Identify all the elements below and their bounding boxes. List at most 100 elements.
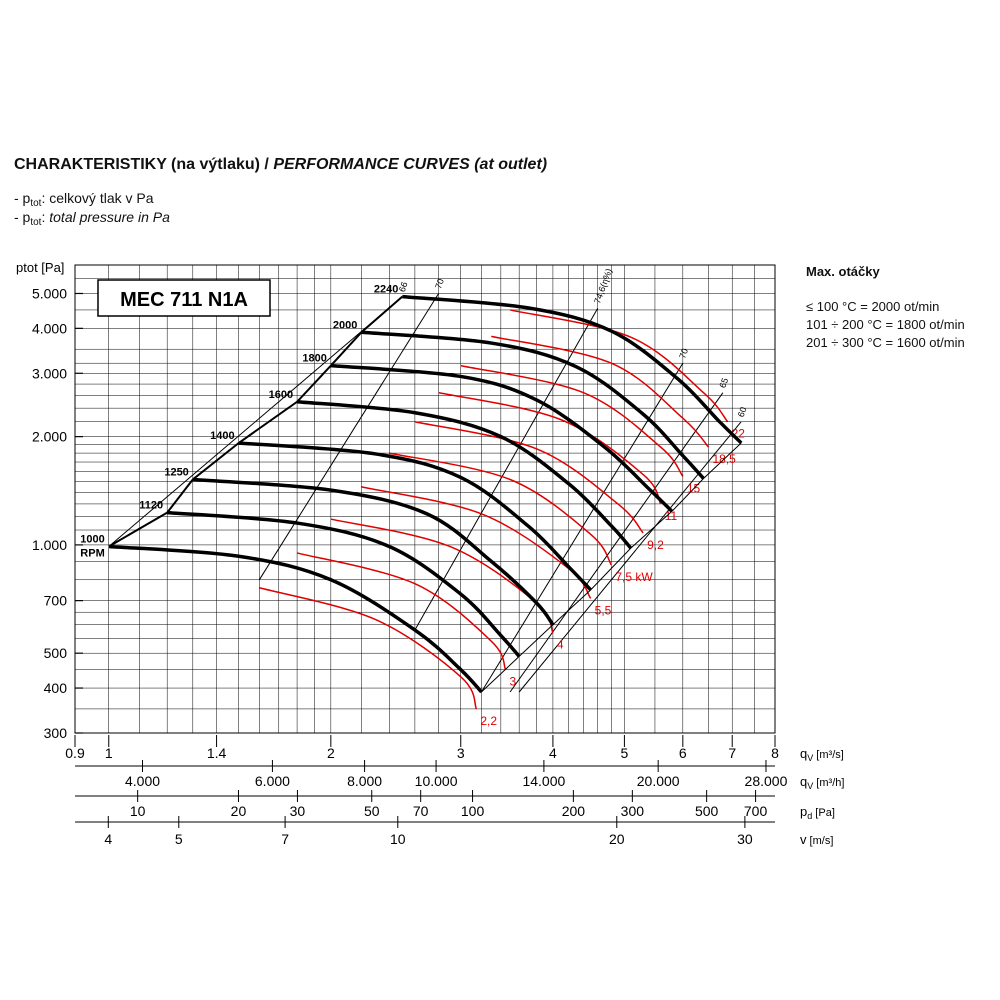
chart-title: MEC 711 N1A	[120, 289, 248, 311]
speed-label: 1120	[139, 500, 163, 512]
power-label: 11	[665, 509, 678, 523]
max-speed-line-2: 101 ÷ 200 °C = 1800 ot/min	[806, 317, 965, 332]
end-line	[481, 442, 742, 693]
efficiency-label: 66	[397, 280, 410, 293]
efficiency-label: 60	[736, 406, 749, 419]
y-tick-label: 3.000	[32, 365, 67, 381]
speed-curve	[296, 400, 633, 550]
efficiency-line	[518, 421, 742, 693]
chart-axes: 5.000 4.000 3.000 2.000 1.000 700 500 400 300 pto…	[16, 260, 844, 847]
x-axis-label-qv_h: qV [m³/h]	[800, 774, 844, 791]
speed-label: 2000	[333, 319, 357, 331]
x-axis-label-qv: qV [m³/s]	[800, 746, 844, 763]
efficiency-line	[258, 293, 440, 581]
x-tick-label-v: 5	[175, 831, 183, 847]
speed-label: 1600	[269, 389, 293, 401]
speed-curve	[238, 441, 592, 592]
note2-sub: tot	[30, 217, 42, 228]
x-tick-label-qv: 5	[621, 745, 629, 761]
power-curve	[491, 335, 710, 448]
max-speed-line-1: ≤ 100 °C = 2000 ot/min	[806, 299, 940, 314]
speed-label: 1000	[80, 533, 104, 545]
chart-grid	[74, 264, 776, 734]
title-en: PERFORMANCE CURVES (at outlet)	[273, 156, 548, 173]
y-tick-label: 700	[44, 593, 68, 609]
x-tick-label-qv_h: 28.000	[745, 773, 788, 789]
note1-sub: tot	[30, 198, 42, 209]
x-tick-label-qv: 6	[679, 745, 687, 761]
y-tick-label: 4.000	[32, 320, 67, 336]
power-curve	[259, 587, 478, 710]
x-axis-label-v: v [m/s]	[800, 832, 833, 847]
y-tick-label: 300	[44, 725, 68, 741]
x-tick-label-qv_h: 8.000	[347, 773, 382, 789]
speed-label: 1250	[164, 467, 188, 479]
x-tick-label-pd: 10	[130, 803, 146, 819]
x-tick-label-qv: 2	[327, 745, 335, 761]
model-box: MEC 711 N1A	[97, 279, 271, 317]
x-tick-label-qv: 8	[771, 745, 779, 761]
speed-curve	[402, 294, 743, 445]
power-label: 2,2	[480, 714, 497, 728]
efficiency-label: 70	[677, 347, 690, 360]
x-tick-label-qv: 0.9	[65, 745, 85, 761]
x-tick-label-pd: 50	[364, 803, 380, 819]
legend-note-en: - ptot: total pressure in Pa	[14, 209, 170, 228]
speed-label-unit: RPM	[80, 547, 104, 559]
x-tick-label-pd: 700	[744, 803, 768, 819]
x-tick-label-pd: 100	[461, 803, 485, 819]
plot-frame	[74, 264, 776, 734]
speed-curves: 1000 RPM 1120 1250 1400 1600 1800 2000 2240	[80, 284, 743, 694]
y-axis-label: ptot [Pa]	[16, 260, 64, 275]
x-tick-label-pd: 30	[290, 803, 306, 819]
page-title: CHARAKTERISTIKY (na výtlaku) / PERFORMAN…	[14, 156, 547, 174]
speed-curve	[108, 544, 483, 694]
speed-curve	[192, 477, 555, 626]
x-tick-label-pd: 300	[621, 803, 645, 819]
power-label: 7,5 kW	[615, 570, 653, 584]
power-curve	[509, 309, 729, 423]
x-tick-label-qv_h: 4.000	[125, 773, 160, 789]
efficiency-line	[509, 392, 724, 693]
efficiency-label: 74,6(η%)	[592, 267, 614, 305]
x-tick-label-qv: 7	[728, 745, 736, 761]
max-speed-heading: Max. otáčky	[806, 264, 880, 279]
speed-curve	[167, 510, 521, 658]
efficiency-label: 65	[717, 377, 730, 390]
title-cz: CHARAKTERISTIKY (na výtlaku) /	[14, 156, 269, 173]
x-tick-label-v: 30	[737, 831, 753, 847]
x-tick-label-qv_h: 10.000	[415, 773, 458, 789]
note2-text: :	[41, 209, 50, 225]
x-tick-label-v: 7	[281, 831, 289, 847]
efficiency-line	[108, 296, 403, 547]
x-tick-label-v: 10	[390, 831, 406, 847]
power-curve	[460, 364, 684, 477]
power-curve	[296, 552, 507, 670]
x-tick-label-pd: 20	[231, 803, 247, 819]
speed-curve	[361, 330, 705, 480]
power-label: 3	[510, 675, 517, 689]
x-axis-label-pd: pd [Pa]	[800, 804, 835, 821]
x-tick-label-qv: 1	[105, 745, 113, 761]
power-label: 4	[557, 638, 564, 652]
power-curve	[389, 452, 612, 566]
speed-label: 2240	[374, 284, 398, 296]
power-label: 5,5	[595, 603, 612, 617]
y-tick-label: 1.000	[32, 537, 67, 553]
note1-text: : celkový tlak v Pa	[41, 190, 154, 206]
x-tick-label-pd: 500	[695, 803, 719, 819]
power-label: 9,2	[647, 538, 664, 552]
note2-prefix: - p	[14, 209, 31, 225]
max-speed-line-3: 201 ÷ 300 °C = 1600 ot/min	[806, 335, 965, 350]
x-tick-label-qv: 3	[457, 745, 465, 761]
speed-label: 1800	[302, 353, 326, 365]
x-tick-label-qv: 1.4	[207, 745, 227, 761]
x-tick-label-v: 20	[609, 831, 625, 847]
x-tick-label-pd: 200	[562, 803, 586, 819]
y-tick-label: 400	[44, 680, 68, 696]
x-tick-label-qv_h: 6.000	[255, 773, 290, 789]
legend-note-cz: - ptot: celkový tlak v Pa	[14, 190, 154, 209]
note2-italic: total pressure in Pa	[49, 209, 170, 225]
x-tick-label-pd: 70	[413, 803, 429, 819]
